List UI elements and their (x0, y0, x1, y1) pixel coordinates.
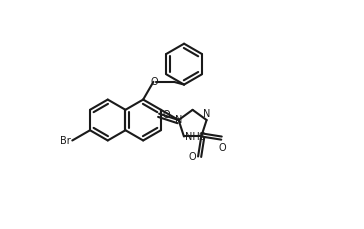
Text: O: O (162, 109, 170, 119)
Text: Br: Br (60, 136, 71, 146)
Text: N: N (175, 115, 182, 125)
Text: S: S (198, 132, 205, 142)
Text: O: O (151, 77, 158, 87)
Text: NH: NH (185, 132, 200, 142)
Text: O: O (189, 152, 196, 162)
Text: O: O (218, 142, 226, 152)
Text: N: N (203, 109, 210, 119)
